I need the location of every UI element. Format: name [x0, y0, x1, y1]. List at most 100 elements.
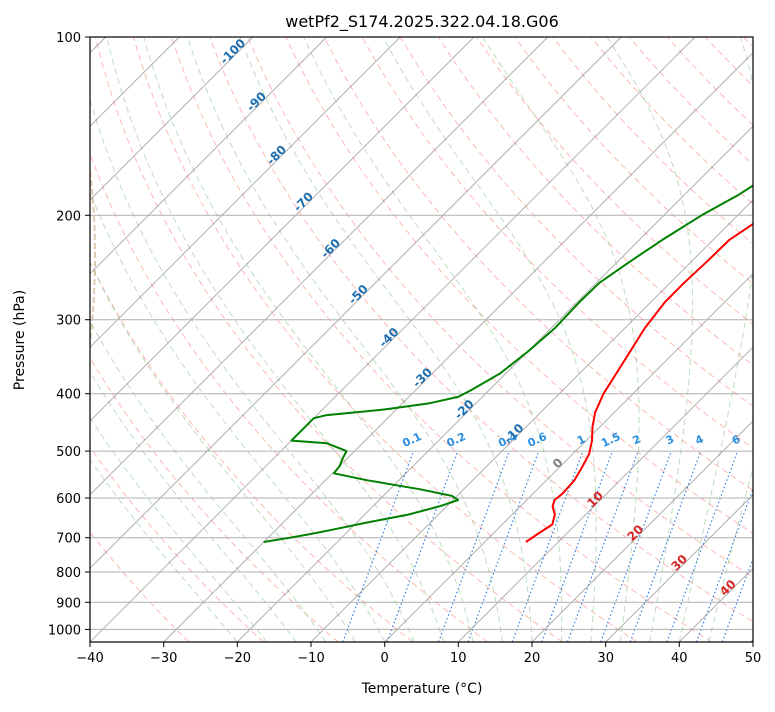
isotherm-label: -30 [410, 365, 435, 390]
dry-adiabat [667, 37, 775, 642]
dry-adiabat [0, 37, 263, 642]
dry-adiabat [19, 37, 413, 642]
y-tick-label: 800 [56, 566, 81, 581]
dry-adiabat [438, 37, 775, 642]
x-axis-label: Temperature (°C) [361, 681, 483, 697]
isotherm-line [753, 37, 775, 642]
dry-adiabat [515, 37, 775, 642]
y-tick-label: 900 [56, 596, 81, 611]
isotherm-label: -50 [346, 282, 371, 307]
chart-title: wetPf2_S174.2025.322.04.18.G06 [285, 12, 559, 32]
moist-adiabat [0, 37, 296, 642]
isotherm-label: -90 [244, 89, 269, 114]
x-tick-label: −10 [297, 651, 324, 666]
dry-adiabat [591, 37, 775, 642]
isotherm-line [0, 37, 548, 642]
dry-adiabat [0, 37, 189, 642]
dry-adiabat [0, 37, 338, 642]
moist-adiabat [188, 37, 503, 642]
isotherm-label: -40 [376, 325, 401, 350]
y-tick-label: 1000 [48, 623, 81, 638]
mixing-ratio-label: 0.1 [400, 430, 423, 450]
y-tick-label: 200 [56, 209, 81, 224]
isotherm-line [16, 37, 621, 642]
profile-series [264, 37, 775, 542]
y-tick-label: 500 [56, 445, 81, 460]
mixing-ratio-line [722, 451, 775, 642]
mixing-ratio-label: 0.2 [445, 430, 468, 450]
isotherm-line [237, 37, 775, 642]
moist-adiabat [304, 37, 562, 642]
warm-isotherm-label: 0 [550, 455, 566, 471]
y-axis-label: Pressure (hPa) [12, 290, 28, 390]
isotherm-line [385, 37, 775, 642]
x-tick-label: 20 [524, 651, 541, 666]
mixing-ratio-line [667, 451, 738, 642]
line-labels: 0.10.20.40.611.52346810131620253036-100-… [217, 36, 775, 599]
warm-isotherm-label: 20 [625, 522, 647, 544]
mixing-ratio-line [752, 451, 775, 642]
plot-frame [90, 37, 753, 642]
mixing-ratio-label: 1.5 [599, 430, 622, 450]
dry-adiabat [210, 37, 775, 642]
mixing-ratio-line [387, 451, 458, 642]
isotherm-line [0, 37, 327, 642]
isotherm-line [458, 37, 775, 642]
dry-adiabat [172, 37, 712, 642]
isotherm-label: -100 [217, 36, 248, 67]
x-axis: −40 −30 −20 −10 0 10 20 30 40 50 [76, 642, 761, 666]
y-tick-label: 600 [56, 492, 81, 507]
moist-adiabat [75, 37, 414, 642]
dry-adiabat [705, 37, 775, 642]
y-tick-label: 100 [56, 31, 81, 46]
moist-adiabat [709, 37, 775, 642]
x-tick-label: 30 [597, 651, 614, 666]
dewpoint-line [264, 37, 775, 542]
mixing-ratio-line [630, 451, 701, 642]
isotherm-line [0, 37, 400, 642]
warm-isotherm-label: 40 [717, 577, 739, 599]
moist-adiabat [144, 37, 473, 642]
y-tick-label: 400 [56, 388, 81, 403]
isotherm-line [679, 37, 775, 642]
mixing-ratio-line [696, 451, 767, 642]
x-tick-label: 50 [745, 651, 762, 666]
x-tick-label: 0 [381, 651, 389, 666]
y-tick-label: 700 [56, 532, 81, 547]
mixing-ratio-label: 0.6 [526, 430, 549, 450]
moist-adiabat [22, 37, 355, 642]
x-tick-label: −20 [224, 651, 251, 666]
x-tick-label: −30 [150, 651, 177, 666]
mixing-ratio-line [439, 451, 510, 642]
isotherm-label: -80 [264, 142, 289, 167]
mixing-ratio-label: 2 [631, 432, 643, 447]
isotherm-line [0, 37, 253, 642]
isotherm-line [0, 37, 474, 642]
x-tick-label: 40 [671, 651, 688, 666]
isotherm-line [164, 37, 769, 642]
y-axis: 100 200 300 400 500 600 700 800 900 1000 [48, 31, 90, 638]
warm-isotherm-label: 10 [584, 489, 606, 511]
mixing-ratio-line [601, 451, 672, 642]
mixing-ratio-line [468, 451, 539, 642]
moist-adiabat [483, 37, 639, 642]
x-tick-label: −40 [76, 651, 103, 666]
isotherm-label: -60 [318, 236, 343, 261]
mixing-ratio-line [542, 451, 613, 642]
moist-adiabat [0, 37, 237, 642]
isotherm-label: -20 [452, 397, 477, 422]
mixing-ratio-label: 8 [759, 432, 771, 447]
moist-adiabat [383, 37, 596, 642]
mixing-ratio-label: 6 [730, 432, 743, 447]
y-tick-label: 300 [56, 314, 81, 329]
mixing-ratio-label: 4 [693, 432, 706, 447]
mixing-ratio-label: 1 [575, 432, 587, 447]
isotherm-label: -70 [291, 189, 316, 214]
dry-adiabat [744, 37, 775, 642]
x-tick-label: 10 [450, 651, 467, 666]
moist-adiabat [607, 37, 693, 642]
warm-isotherm-label: 30 [668, 552, 690, 574]
dry-adiabat [57, 37, 488, 642]
